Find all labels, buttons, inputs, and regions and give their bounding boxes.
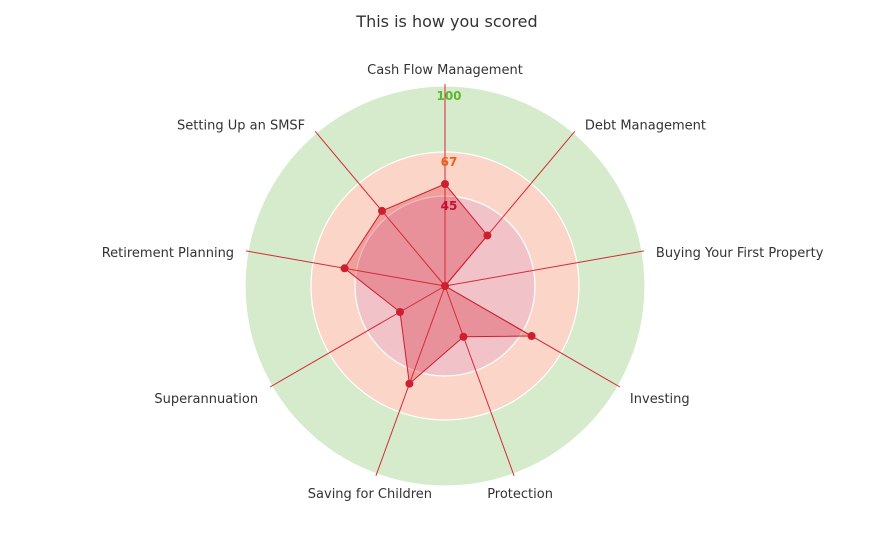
score-point <box>395 308 404 316</box>
score-point <box>441 282 449 290</box>
category-label: Protection <box>487 487 553 502</box>
band-value-label: 100 <box>436 89 461 103</box>
score-point <box>378 206 387 215</box>
category-label: Cash Flow Management <box>367 63 523 78</box>
category-label: Debt Management <box>585 118 706 133</box>
score-point <box>483 231 492 240</box>
axis-spoke <box>444 285 515 476</box>
category-label: Saving for Children <box>308 487 432 502</box>
category-label: Buying Your First Property <box>656 246 824 261</box>
category-label: Setting Up an SMSF <box>177 118 305 133</box>
axis-spoke <box>269 285 446 388</box>
score-point <box>441 180 449 188</box>
score-point <box>527 332 536 340</box>
category-label: Superannuation <box>154 392 258 407</box>
score-point <box>459 332 468 341</box>
band-value-label: 45 <box>441 199 458 213</box>
category-label: Investing <box>630 392 690 407</box>
chart-title: This is how you scored <box>356 12 538 31</box>
score-point <box>340 264 349 273</box>
category-label: Retirement Planning <box>102 246 234 261</box>
score-point <box>405 379 414 388</box>
axis-spoke <box>444 250 645 287</box>
band-value-label: 67 <box>441 155 458 169</box>
